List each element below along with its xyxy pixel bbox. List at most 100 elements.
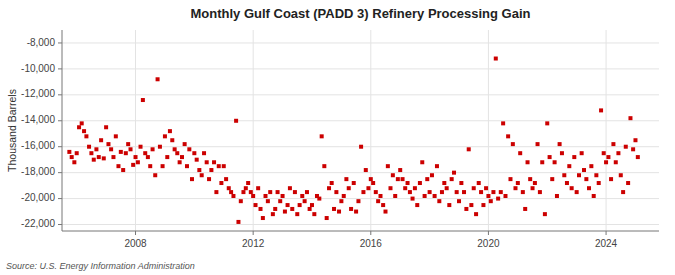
point [354, 210, 358, 214]
point [161, 164, 165, 168]
point [536, 142, 540, 146]
point [464, 207, 468, 211]
point [589, 164, 593, 168]
point [628, 116, 632, 120]
point [633, 138, 637, 142]
point [467, 147, 471, 151]
point [560, 151, 564, 155]
point [268, 190, 272, 194]
point [298, 203, 302, 207]
point [553, 160, 557, 164]
point [366, 186, 370, 190]
point [264, 194, 268, 198]
point [452, 171, 456, 175]
point [401, 177, 405, 181]
y-tick [58, 94, 62, 95]
point [330, 181, 334, 185]
point [501, 121, 505, 125]
point [295, 212, 299, 216]
point [567, 164, 571, 168]
point [290, 207, 294, 211]
y-grid-line [62, 172, 659, 173]
point [197, 168, 201, 172]
grid [62, 30, 659, 231]
point [437, 199, 441, 203]
point [273, 207, 277, 211]
point [224, 177, 228, 181]
point [143, 151, 147, 155]
point [383, 210, 387, 214]
point [173, 147, 177, 151]
y-tick-label: -8,000 [27, 37, 56, 48]
point [459, 181, 463, 185]
point [102, 156, 106, 160]
point [84, 134, 88, 138]
point [75, 151, 79, 155]
point [72, 160, 76, 164]
point [170, 138, 174, 142]
point [396, 177, 400, 181]
point [124, 151, 128, 155]
point [582, 168, 586, 172]
point [337, 210, 341, 214]
point [440, 190, 444, 194]
point [212, 160, 216, 164]
y-tick [58, 120, 62, 121]
point [286, 203, 290, 207]
point [183, 142, 187, 146]
point [163, 134, 167, 138]
x-axis-line [62, 231, 659, 232]
point [303, 199, 307, 203]
points [67, 57, 639, 224]
point [406, 181, 410, 185]
point [378, 194, 382, 198]
point [80, 121, 84, 125]
x-tick-label: 2016 [360, 238, 383, 249]
x-grid-line [135, 30, 136, 231]
point [526, 160, 530, 164]
point [205, 160, 209, 164]
point [156, 77, 160, 81]
point [455, 190, 459, 194]
point [445, 186, 449, 190]
point [621, 190, 625, 194]
point [435, 164, 439, 168]
point [222, 164, 226, 168]
point [131, 163, 135, 167]
point [631, 147, 635, 151]
point [369, 177, 373, 181]
point [300, 194, 304, 198]
point [92, 158, 96, 162]
point [178, 160, 182, 164]
point [325, 216, 329, 220]
x-grid-line [370, 30, 371, 231]
point [472, 186, 476, 190]
point [134, 155, 138, 159]
point [584, 177, 588, 181]
point [89, 151, 93, 155]
point [271, 212, 275, 216]
point [616, 151, 620, 155]
y-grid-line [62, 42, 659, 43]
point [398, 168, 402, 172]
y-tick [58, 146, 62, 147]
point [241, 190, 245, 194]
point [558, 142, 562, 146]
point [342, 194, 346, 198]
point [503, 194, 507, 198]
point [200, 173, 204, 177]
point [457, 199, 461, 203]
point [349, 207, 353, 211]
point [246, 181, 250, 185]
y-grid-line [62, 198, 659, 199]
x-grid-line [488, 30, 489, 231]
point [447, 203, 451, 207]
point [190, 177, 194, 181]
point [347, 186, 351, 190]
x-tick-label: 2008 [124, 238, 147, 249]
y-tick-label: -22,000 [21, 218, 55, 229]
point [565, 181, 569, 185]
point [266, 199, 270, 203]
y-tick-label: -16,000 [21, 140, 55, 151]
point [604, 160, 608, 164]
